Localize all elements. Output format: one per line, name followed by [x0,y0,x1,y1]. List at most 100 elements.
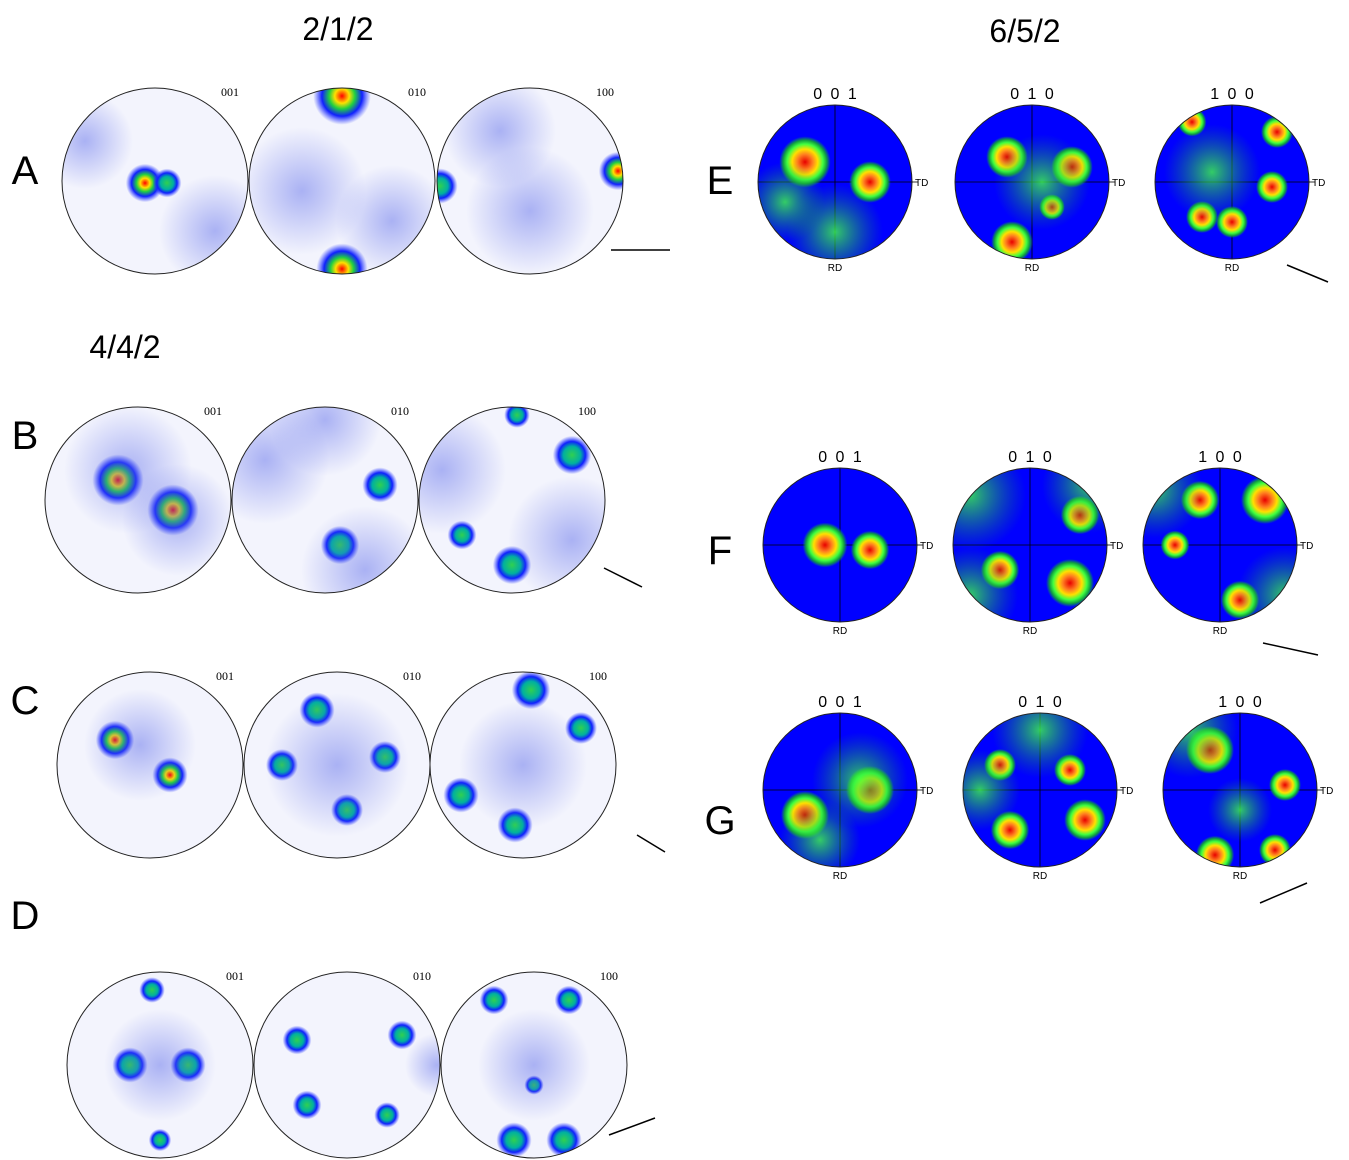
pole-label: 0 1 0 [1018,694,1064,711]
pole-figure [67,972,253,1158]
pole-figure [1155,105,1309,259]
td-label: TD [920,541,933,552]
intensity-spot [850,530,890,570]
rd-label: RD [833,626,847,637]
pole-label: 0 1 0 [1008,449,1054,466]
row-label: G [704,799,735,843]
intensity-spot [313,88,371,125]
outline [429,671,617,859]
intensity-spot [554,985,584,1015]
group-title: 4/4/2 [89,329,160,365]
td-label: TD [1300,541,1313,552]
intensity-spot [1241,476,1289,524]
intensity-spot [419,407,506,534]
intensity-spot [374,1102,400,1128]
pole-figure [45,407,231,593]
td-label: TD [1120,786,1133,797]
pole-label: 100 [600,969,618,983]
intensity-spot [546,1122,582,1158]
scale-bar [1262,642,1319,656]
pole-label: 010 [413,969,431,983]
pole-label: 010 [391,404,409,418]
rd-label: RD [1025,263,1039,274]
pole-label: 100 [596,85,614,99]
pole-label: 001 [226,969,244,983]
intensity-spot [282,1025,312,1055]
intensity-spot [780,800,860,867]
intensity-spot [508,476,605,593]
intensity-spot [496,1122,532,1158]
pole-figure [254,972,440,1158]
pole-figure [1163,713,1317,867]
intensity-spot [1160,530,1190,560]
rd-label: RD [1033,871,1047,882]
scale-bar [636,834,666,853]
pole-figure [955,105,1109,259]
rd-label: RD [1233,871,1247,882]
intensity-spot [953,547,1018,622]
intensity-spot [104,1009,216,1121]
pole-figure [249,88,435,274]
outline [253,971,441,1159]
intensity-spot [479,985,509,1015]
intensity-spot [301,506,418,593]
intensity-spot [504,407,530,428]
intensity-spot [62,93,133,189]
pole-label: 010 [408,85,426,99]
intensity-spot [1164,124,1260,220]
pole-figure [232,407,418,593]
intensity-spot [963,750,1020,830]
row-label: E [707,159,734,203]
intensity-spot [1237,547,1297,622]
rd-label: RD [828,263,842,274]
intensity-spot [802,522,848,568]
pole-figure [244,672,430,858]
pole-label: 1 0 0 [1210,86,1256,103]
intensity-spot [1269,769,1301,801]
pole-figure [441,972,627,1158]
intensity-spot [148,1128,172,1152]
td-label: TD [1112,178,1125,189]
outline [440,971,628,1159]
td-label: TD [1110,541,1123,552]
scale-bar [608,1117,656,1136]
intensity-spot [1042,468,1107,533]
scale-bar [1286,264,1329,283]
td-label: TD [1312,178,1325,189]
pole-figure [62,88,248,274]
pole-figure [963,713,1117,867]
intensity-spot [139,977,165,1003]
row-label: C [11,679,40,723]
scale-bar [1259,882,1308,904]
intensity-spot [336,165,435,274]
intensity-spot [598,151,623,191]
intensity-spot [437,168,458,204]
intensity-spot [84,689,196,801]
intensity-spot [1143,468,1203,538]
pole-label: 0 0 1 [818,694,864,711]
pole-label: 0 1 0 [1010,86,1056,103]
rd-label: RD [833,871,847,882]
intensity-spot [1261,116,1293,148]
intensity-spot [444,88,556,187]
outline [44,406,232,594]
outline [56,671,244,859]
intensity-spot [1259,834,1291,866]
intensity-spot [269,407,381,476]
td-label: TD [915,178,928,189]
pole-label: 1 0 0 [1198,449,1244,466]
intensity-spot [1208,778,1272,842]
pole-figure [437,88,623,274]
intensity-spot [992,713,1088,778]
pole-label: 001 [221,85,239,99]
row-label: D [11,894,40,938]
intensity-spot [994,134,1090,230]
intensity-spot [511,672,551,710]
pole-figure [758,105,912,259]
pole-label: 0 0 1 [818,449,864,466]
rd-label: RD [1213,626,1227,637]
intensity-spot [249,127,366,255]
intensity-spot [1195,835,1235,867]
intensity-spot [152,168,182,198]
group-title: 6/5/2 [989,13,1060,49]
